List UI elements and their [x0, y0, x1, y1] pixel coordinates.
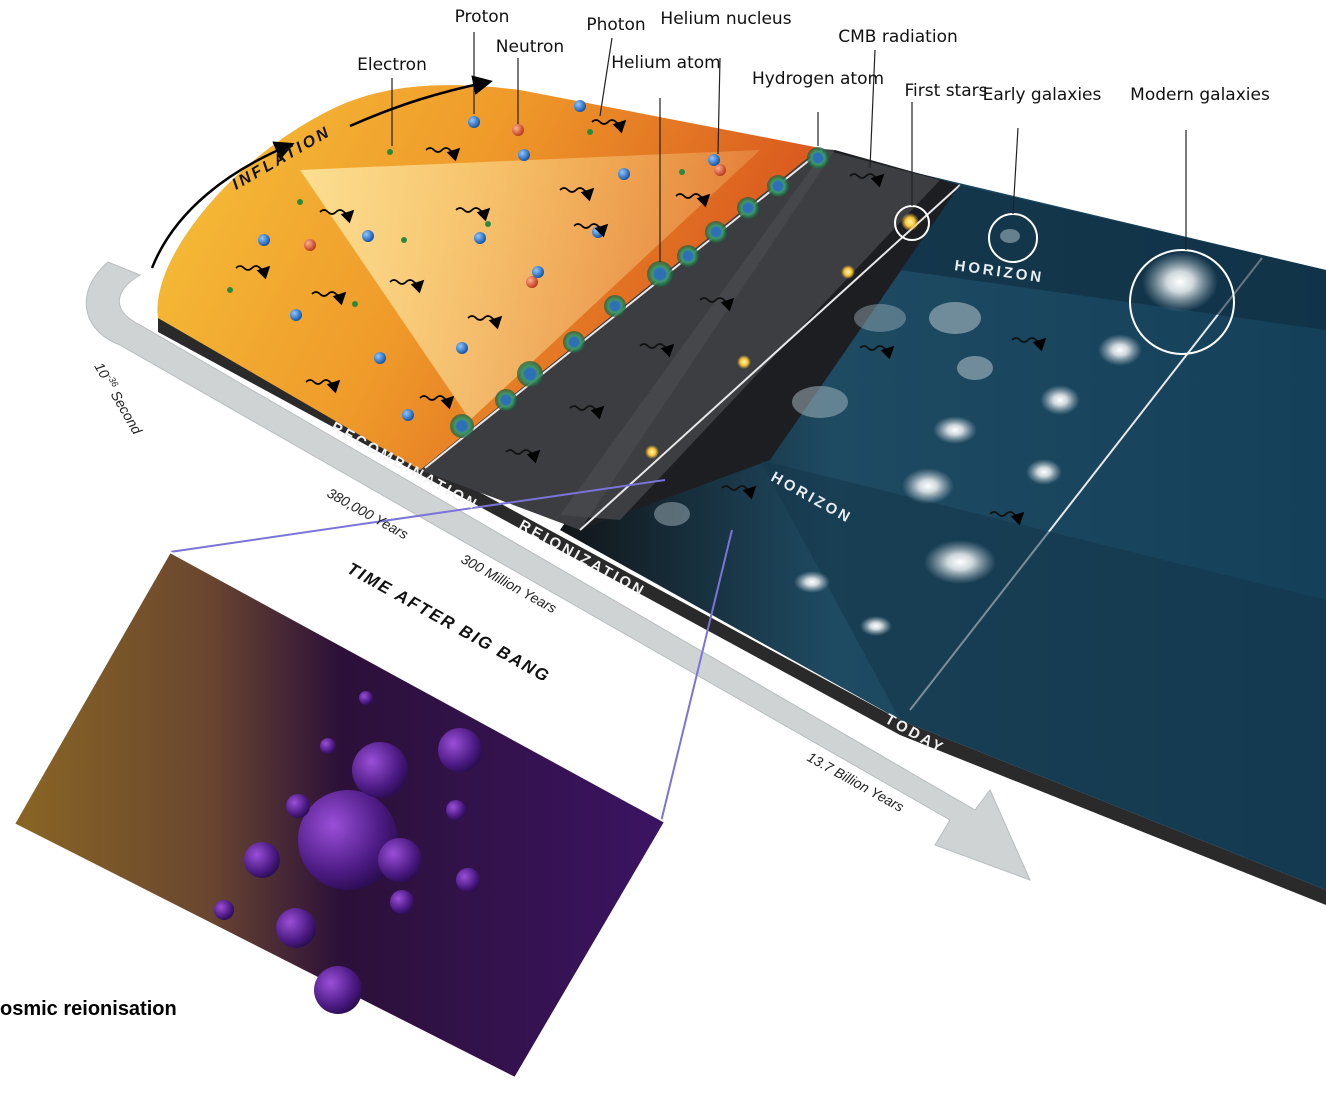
galaxy — [902, 468, 954, 504]
proton — [574, 100, 586, 112]
ionized-bubble — [286, 794, 310, 818]
neutron — [304, 239, 316, 251]
electron — [227, 287, 233, 293]
protogalaxy — [854, 304, 906, 332]
particles — [227, 100, 726, 421]
ionized-bubble — [390, 890, 414, 914]
ionized-bubble — [438, 728, 482, 772]
hydrogen-atom — [495, 389, 517, 411]
label-photon: Photon — [586, 15, 645, 35]
ionized-bubble — [244, 842, 280, 878]
galaxy — [1098, 334, 1142, 366]
first-stars — [645, 213, 919, 459]
hydrogen-atom — [767, 175, 789, 197]
helium-atom — [647, 261, 673, 287]
label-first-stars: First stars — [905, 81, 988, 101]
modern-galaxies-ring — [1129, 249, 1235, 355]
neutron — [714, 164, 726, 176]
hydrogen-atom — [450, 414, 474, 438]
galaxies — [654, 229, 1218, 636]
ionized-bubble — [456, 868, 480, 892]
reionization-inset — [12, 550, 667, 1080]
pointer-lines — [391, 32, 1187, 262]
early-galaxy — [1000, 229, 1020, 243]
hydrogen-atom — [604, 295, 626, 317]
ionized-bubbles — [214, 691, 482, 1014]
galaxy — [933, 416, 977, 444]
label-helium-nucleus: Helium nucleus — [660, 9, 791, 29]
zoom-lines — [169, 479, 733, 827]
first-star — [645, 445, 659, 459]
ionized-bubble — [298, 790, 398, 890]
electron — [387, 149, 393, 155]
protogalaxy — [929, 302, 981, 334]
galaxy — [860, 616, 892, 636]
electron — [297, 199, 303, 205]
label-hydrogen-atom: Hydrogen atom — [752, 69, 884, 89]
ionized-bubble — [359, 691, 373, 705]
proton — [290, 309, 302, 321]
label-t0-base: 10 — [91, 360, 113, 382]
proton — [468, 116, 480, 128]
label-helium-nucleus-text: Helium nucleus — [660, 9, 791, 29]
hydrogen-atom — [737, 197, 759, 219]
universe-slab — [157, 85, 1326, 905]
modern-galaxy — [1142, 252, 1218, 312]
first-star — [901, 213, 919, 231]
ionized-bubble — [378, 838, 422, 882]
proton — [532, 266, 544, 278]
electron — [401, 237, 407, 243]
label-early-galaxies: Early galaxies — [983, 85, 1102, 105]
proton — [708, 154, 720, 166]
electron — [679, 169, 685, 175]
first-star — [737, 355, 751, 369]
label-neutron: Neutron — [496, 37, 564, 57]
proton — [618, 168, 630, 180]
timeline-arrow — [85, 261, 1031, 881]
protogalaxy — [654, 502, 690, 526]
neutron — [512, 124, 524, 136]
galaxy — [1040, 385, 1080, 415]
galaxy — [924, 540, 996, 584]
photons — [235, 119, 1047, 526]
hydrogen-atom — [705, 221, 727, 243]
recombination-region — [420, 148, 835, 530]
galaxy — [1026, 459, 1062, 485]
hydrogen-atoms — [450, 147, 829, 438]
galaxy — [794, 571, 830, 593]
label-modern-galaxies: Modern galaxies — [1130, 85, 1270, 105]
ionized-bubble — [276, 908, 316, 948]
proton — [456, 342, 468, 354]
ionized-bubble — [352, 742, 408, 798]
proton — [474, 232, 486, 244]
electron — [587, 129, 593, 135]
label-t0-unit: Second — [108, 388, 146, 438]
hydrogen-atom — [807, 147, 829, 169]
label-electron: Electron — [357, 55, 427, 75]
ionized-bubble — [314, 966, 362, 1014]
ionized-bubble — [214, 900, 234, 920]
particle-labels: Proton Neutron Photon Helium nucleus Ele… — [357, 7, 1270, 105]
label-helium-atom: Helium atom — [611, 53, 720, 73]
protogalaxy — [792, 386, 848, 418]
helium-atom — [517, 361, 543, 387]
ionized-bubble — [320, 738, 336, 754]
hydrogen-atom — [677, 245, 699, 267]
proton — [362, 230, 374, 242]
first-star — [841, 265, 855, 279]
proton — [374, 352, 386, 364]
neutron — [526, 276, 538, 288]
proton — [518, 149, 530, 161]
electron — [485, 221, 491, 227]
protogalaxy — [957, 356, 993, 380]
label-cmb-radiation: CMB radiation — [838, 27, 958, 47]
label-proton: Proton — [455, 7, 510, 27]
caption: osmic reionisation — [0, 998, 177, 1020]
ionized-bubble — [446, 800, 466, 820]
proton — [402, 409, 414, 421]
label-t0: 10-36Second — [91, 359, 146, 438]
electron — [352, 301, 358, 307]
proton — [258, 234, 270, 246]
hydrogen-atom — [563, 331, 585, 353]
